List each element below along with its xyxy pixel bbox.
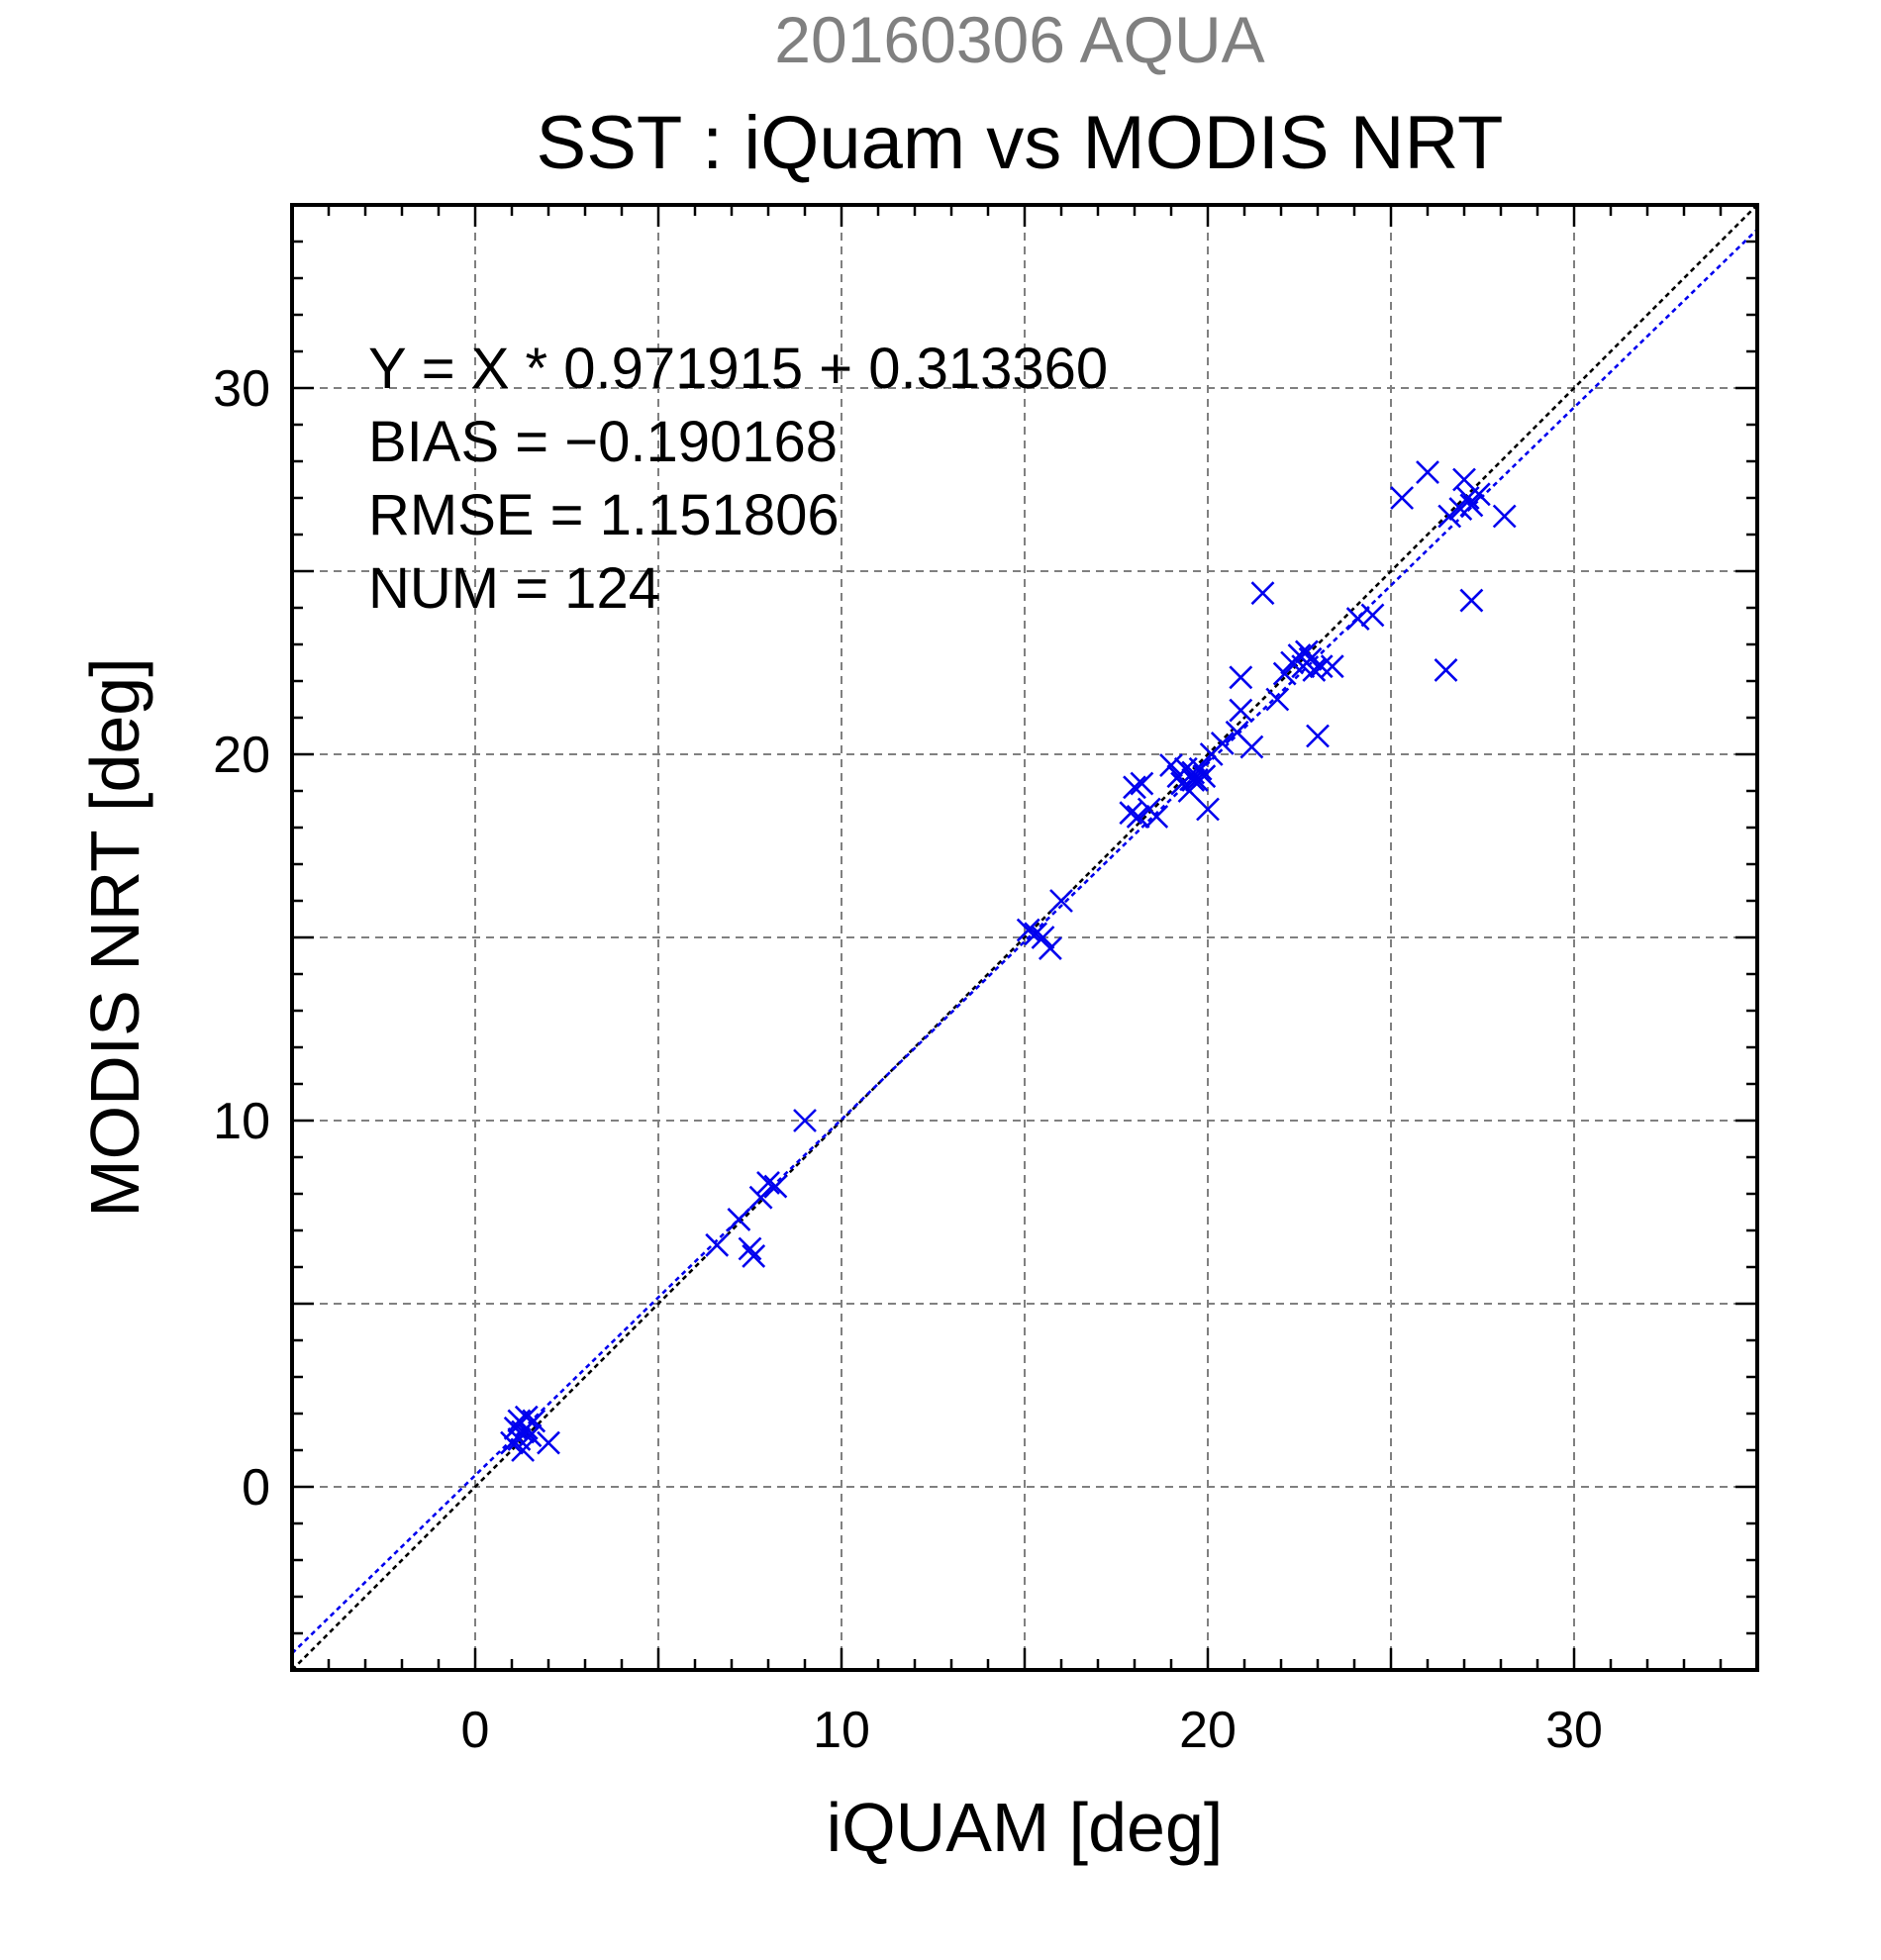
data-point <box>1459 493 1484 518</box>
data-point <box>1390 486 1415 510</box>
data-point <box>1272 661 1297 686</box>
y-tick-label: 20 <box>213 727 270 784</box>
data-point <box>1265 687 1290 712</box>
data-point <box>756 1170 780 1195</box>
data-point <box>1144 804 1169 829</box>
data-point <box>1434 657 1458 682</box>
data-point <box>1229 698 1253 723</box>
data-point <box>1320 654 1344 679</box>
y-tick-label: 10 <box>213 1093 270 1150</box>
x-tick-label: 20 <box>1179 1702 1237 1759</box>
rmse-value: RMSE = 1.151806 <box>368 483 840 547</box>
bias-value: BIAS = −0.190168 <box>368 410 838 474</box>
y-tick-label: 30 <box>213 360 270 418</box>
data-point <box>1123 775 1146 800</box>
data-point <box>1130 771 1154 796</box>
data-point <box>1239 735 1264 759</box>
x-axis-label: iQUAM [deg] <box>827 1789 1224 1866</box>
data-point <box>507 1426 532 1451</box>
chart-title: 20160306 AQUA <box>774 3 1264 76</box>
data-point <box>1416 460 1439 485</box>
data-point <box>1126 804 1150 829</box>
data-point <box>1306 724 1330 748</box>
data-point <box>1302 657 1327 682</box>
y-tick-labels: 0 10 20 30 <box>213 360 270 1517</box>
data-point <box>514 1405 539 1429</box>
data-point <box>1345 607 1370 632</box>
data-point <box>1250 581 1275 606</box>
regression-line <box>292 228 1757 1655</box>
data-point <box>1492 504 1517 529</box>
data-point <box>1159 753 1183 778</box>
data-point <box>1016 918 1040 942</box>
data-point <box>1196 797 1220 822</box>
data-points <box>500 460 1517 1462</box>
data-point <box>793 1109 817 1132</box>
plot-frame <box>290 203 1759 1672</box>
y-axis-label: MODIS NRT [deg] <box>76 657 153 1217</box>
x-tick-label: 0 <box>461 1702 490 1759</box>
data-point <box>763 1174 788 1199</box>
x-tick-label: 10 <box>813 1702 870 1759</box>
data-point <box>727 1207 751 1231</box>
data-point <box>1119 801 1143 826</box>
x-tick-label: 30 <box>1545 1702 1603 1759</box>
chart-subtitle: SST : iQuam vs MODIS NRT <box>537 101 1504 185</box>
data-point <box>738 1236 762 1261</box>
grid-lines <box>292 205 1757 1670</box>
data-point <box>1049 889 1073 913</box>
identity-line <box>292 205 1757 1670</box>
data-point <box>1437 504 1462 529</box>
data-point <box>705 1232 730 1257</box>
data-point <box>514 1416 539 1440</box>
data-point <box>1309 654 1334 679</box>
data-point <box>1031 926 1055 949</box>
data-point <box>742 1243 766 1268</box>
fit-equation: Y = X * 0.971915 + 0.313360 <box>368 337 1108 401</box>
x-tick-labels: 0 10 20 30 <box>461 1702 1603 1759</box>
data-point <box>1188 756 1213 781</box>
data-point <box>1360 603 1385 628</box>
data-point <box>537 1430 560 1455</box>
y-tick-label: 0 <box>242 1459 270 1517</box>
data-point <box>1038 936 1062 961</box>
reference-lines <box>292 205 1757 1670</box>
data-point <box>1466 482 1491 507</box>
data-point <box>1459 588 1484 613</box>
data-point <box>748 1185 773 1210</box>
data-point <box>1210 731 1235 755</box>
regression-stats: Y = X * 0.971915 + 0.313360 BIAS = −0.19… <box>368 337 1108 621</box>
num-value: NUM = 124 <box>368 556 660 621</box>
data-point <box>1229 665 1253 690</box>
data-point <box>1192 764 1217 789</box>
